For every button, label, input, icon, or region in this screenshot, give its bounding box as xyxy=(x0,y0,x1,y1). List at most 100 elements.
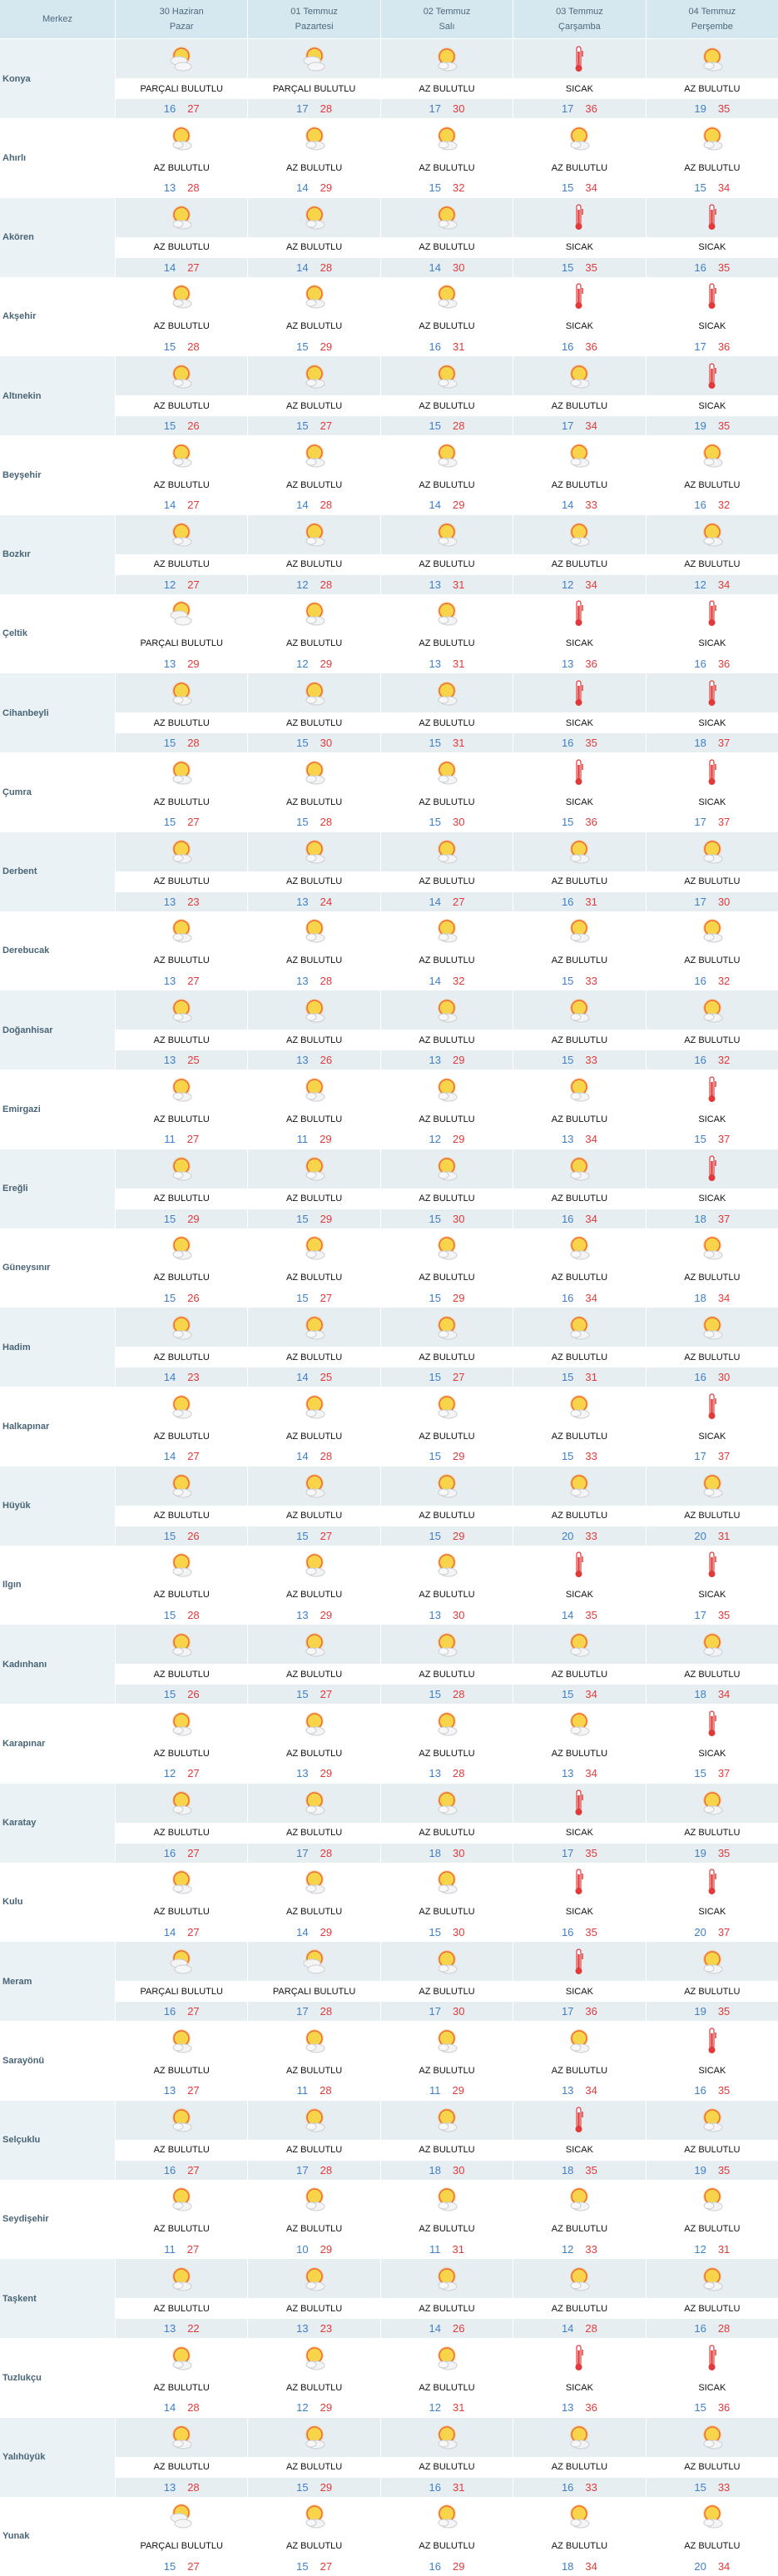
min-temp: 15 xyxy=(561,1688,574,1701)
min-temp: 15 xyxy=(561,816,574,829)
temperature-range: 13 29 xyxy=(248,1764,379,1783)
table-row: Taşkent AZ BULUTLU 13 22 AZ BULUTLU 13 2… xyxy=(0,2259,778,2339)
day-cell: SICAK 16 35 xyxy=(645,197,778,277)
temperature-range: 14 25 xyxy=(248,1367,380,1387)
day-cell: AZ BULUTLU 13 31 xyxy=(379,514,513,594)
temperature-range: 14 28 xyxy=(513,2319,646,2339)
temperature-range: 15 29 xyxy=(381,1447,513,1466)
day-cell: AZ BULUTLU 13 28 xyxy=(247,911,380,990)
min-temp: 15 xyxy=(429,737,442,750)
condition-text: AZ BULUTLU xyxy=(116,2060,248,2082)
day-cell: SICAK 14 35 xyxy=(513,1545,646,1625)
thermometer-icon xyxy=(647,1070,778,1109)
condition-text: AZ BULUTLU xyxy=(380,871,513,892)
temperature-range: 15 30 xyxy=(381,812,513,831)
min-temp: 15 xyxy=(296,340,309,353)
temperature-range: 15 33 xyxy=(513,1050,646,1070)
table-row: Hadim AZ BULUTLU 14 23 AZ BULUTLU 14 25 … xyxy=(0,1308,778,1387)
min-temp: 15 xyxy=(296,1688,309,1701)
min-temp: 15 xyxy=(429,419,442,433)
temperature-range: 13 27 xyxy=(116,971,247,990)
max-temp: 28 xyxy=(320,499,333,512)
day-cell: AZ BULUTLU 15 27 xyxy=(247,356,380,436)
min-temp: 13 xyxy=(561,1767,574,1780)
min-temp: 16 xyxy=(561,1212,574,1225)
temperature-range: 13 31 xyxy=(381,654,513,673)
min-temp: 14 xyxy=(296,181,309,195)
day-cell: SICAK 18 37 xyxy=(645,673,778,753)
condition-text: AZ BULUTLU xyxy=(248,2218,380,2240)
max-temp: 29 xyxy=(320,1767,333,1780)
day-cell: AZ BULUTLU 14 28 xyxy=(247,435,380,515)
max-temp: 34 xyxy=(585,2559,597,2573)
table-row: Derbent AZ BULUTLU 13 23 AZ BULUTLU 13 2… xyxy=(0,831,778,911)
day-cell: AZ BULUTLU 15 33 xyxy=(513,990,646,1070)
max-temp: 29 xyxy=(452,2084,464,2097)
min-temp: 13 xyxy=(163,657,176,670)
min-temp: 12 xyxy=(561,2242,574,2256)
day-cell: AZ BULUTLU 16 30 xyxy=(645,1308,778,1387)
min-temp: 17 xyxy=(694,816,706,829)
temperature-range: 16 27 xyxy=(116,99,248,119)
temperature-range: 15 28 xyxy=(116,337,247,356)
max-temp: 27 xyxy=(320,1529,333,1542)
table-row: Derebucak AZ BULUTLU 13 27 AZ BULUTLU 13… xyxy=(0,911,778,990)
day-cell: AZ BULUTLU 13 28 xyxy=(379,1704,513,1784)
min-temp: 12 xyxy=(163,1767,176,1780)
condition-text: AZ BULUTLU xyxy=(513,1426,646,1447)
condition-text: AZ BULUTLU xyxy=(116,1109,248,1130)
day-cell: AZ BULUTLU 14 27 xyxy=(379,831,513,911)
max-temp: 35 xyxy=(717,2084,731,2097)
temperature-range: 14 35 xyxy=(513,1606,645,1625)
table-row: Tuzlukçu AZ BULUTLU 14 28 AZ BULUTLU 12 … xyxy=(0,2338,778,2418)
temperature-range: 16 35 xyxy=(646,257,778,277)
day-cell: AZ BULUTLU 15 27 xyxy=(247,2496,380,2576)
sun-cloud-icon xyxy=(380,1466,513,1506)
city-name: Altınekin xyxy=(0,356,115,436)
condition-text: SICAK xyxy=(513,712,646,733)
header-weekday: Çarşamba xyxy=(558,22,601,32)
condition-text: AZ BULUTLU xyxy=(646,2218,778,2240)
condition-text: SICAK xyxy=(646,395,778,416)
max-temp: 27 xyxy=(320,1291,333,1304)
temperature-range: 15 32 xyxy=(381,178,513,197)
min-temp: 16 xyxy=(694,1054,706,1067)
sun-cloud-icon xyxy=(513,2259,646,2298)
min-temp: 12 xyxy=(561,578,574,591)
min-temp: 13 xyxy=(429,1054,442,1067)
min-temp: 13 xyxy=(561,657,574,670)
day-cell: SICAK 16 35 xyxy=(513,1862,646,1942)
condition-text: PARÇALI BULUTLU xyxy=(248,78,380,99)
max-temp: 33 xyxy=(585,499,597,512)
condition-text: AZ BULUTLU xyxy=(513,1109,646,1130)
temperature-range: 14 27 xyxy=(116,257,248,277)
min-temp: 10 xyxy=(296,2242,309,2256)
min-temp: 15 xyxy=(429,1450,442,1463)
temperature-range: 18 34 xyxy=(647,1288,778,1308)
sun-cloud-icon xyxy=(381,1546,513,1585)
city-name: Ahırlı xyxy=(2,152,27,163)
day-cell: AZ BULUTLU 15 28 xyxy=(379,1625,513,1705)
min-temp: 18 xyxy=(694,1688,706,1701)
sun-cloud-icon xyxy=(381,1387,513,1426)
min-temp: 14 xyxy=(163,499,176,512)
sun-cloud-icon xyxy=(647,435,778,474)
min-temp: 14 xyxy=(163,1925,176,1938)
temperature-range: 13 22 xyxy=(116,2319,248,2339)
header-day-5: 04 Temmuz Perşembe xyxy=(645,0,778,38)
min-temp: 13 xyxy=(163,2480,176,2494)
thermometer-icon xyxy=(513,1942,646,1981)
temperature-range: 17 37 xyxy=(647,812,778,831)
day-cell: SICAK 16 35 xyxy=(645,2021,778,2101)
day-cell: AZ BULUTLU 13 27 xyxy=(115,911,248,990)
city-name: Derbent xyxy=(0,831,115,911)
min-temp: 15 xyxy=(694,1767,706,1780)
max-temp: 35 xyxy=(585,737,597,750)
temperature-range: 15 26 xyxy=(116,416,248,436)
condition-text: AZ BULUTLU xyxy=(116,712,248,733)
condition-text: AZ BULUTLU xyxy=(116,2377,248,2399)
sun-cloud-icon xyxy=(248,990,380,1030)
temperature-range: 14 32 xyxy=(381,971,513,990)
temperature-range: 16 31 xyxy=(513,891,646,911)
sun-cloud-icon xyxy=(248,1704,379,1743)
